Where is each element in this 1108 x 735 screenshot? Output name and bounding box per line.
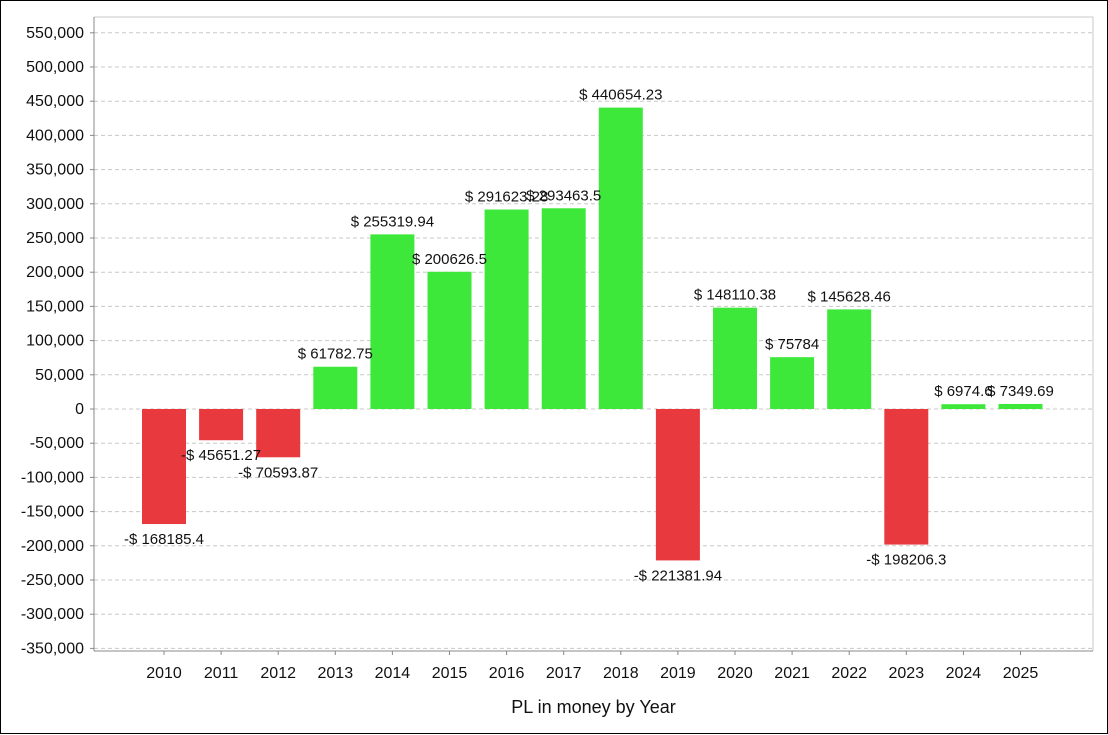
bar-2015	[427, 271, 472, 409]
x-tick-label-2022: 2022	[831, 665, 867, 682]
y-tick-label: 350,000	[26, 162, 84, 179]
y-axis-ticks: -350,000 -300,000 -250,000 -200,000 -150,000…	[21, 25, 94, 657]
x-tick-label-2010: 2010	[146, 665, 182, 682]
data-label-2011: -$ 45651.27	[181, 447, 261, 464]
x-tick-label-2018: 2018	[603, 665, 639, 682]
gridlines	[94, 16, 1094, 651]
data-labels: -$ 168185.4 -$ 45651.27-$ 70593.87 $ 61782…	[124, 87, 1054, 585]
data-label-2014: $ 255319.94	[351, 213, 434, 230]
y-tick-label: 100,000	[26, 333, 84, 350]
y-tick-label: 450,000	[26, 93, 84, 110]
data-label-2010: -$ 168185.4	[124, 531, 204, 548]
x-axis-title: PL in money by Year	[511, 697, 675, 717]
bars	[142, 107, 1043, 561]
x-tick-label-2016: 2016	[489, 665, 525, 682]
data-label-2023: -$ 198206.3	[866, 552, 946, 569]
bar-2011	[199, 409, 244, 441]
bar-2023	[884, 409, 929, 545]
data-label-2020: $ 148110.38	[694, 287, 776, 304]
bar-2021	[770, 357, 815, 409]
data-label-2022: $ 145628.46	[807, 288, 890, 305]
bar-2022	[827, 309, 872, 409]
y-tick-label: 200,000	[26, 264, 84, 281]
bar-2025	[998, 403, 1043, 409]
y-tick-label: 150,000	[26, 298, 84, 315]
y-tick-label: -300,000	[21, 606, 84, 623]
data-label-2015: $ 200626.5	[412, 251, 487, 268]
x-tick-label-2024: 2024	[946, 665, 982, 682]
bar-2010	[142, 409, 186, 525]
bar-2024	[941, 404, 986, 409]
y-tick-label: -200,000	[21, 538, 84, 555]
y-tick-label: -50,000	[30, 435, 84, 452]
x-tick-label-2014: 2014	[375, 665, 411, 682]
y-tick-label: 250,000	[26, 230, 84, 247]
data-label-2021: $ 75784	[765, 336, 819, 353]
y-tick-label: 500,000	[26, 59, 84, 76]
data-label-2012: -$ 70593.87	[238, 464, 318, 481]
data-label-2016: $ 291623.28	[465, 189, 548, 206]
data-label-2018: $ 440654.23	[579, 87, 662, 104]
y-tick-label: -150,000	[21, 504, 84, 521]
y-tick-label: 550,000	[26, 25, 84, 42]
data-label-2025: $ 7349.69	[987, 383, 1054, 400]
y-tick-label: -100,000	[21, 469, 84, 486]
y-tick-label: -350,000	[21, 640, 84, 657]
bar-2017	[541, 208, 586, 409]
y-tick-label: 400,000	[26, 127, 84, 144]
data-label-2013: $ 61782.75	[298, 346, 373, 363]
bar-2020	[713, 307, 757, 409]
data-label-2024: $ 6974.6	[934, 383, 992, 400]
bar-2016	[484, 209, 529, 409]
x-tick-label-2013: 2013	[318, 665, 354, 682]
data-label-2019: -$ 221381.94	[634, 567, 722, 584]
x-tick-label-2025: 2025	[1003, 665, 1039, 682]
x-tick-label-2012: 2012	[260, 665, 296, 682]
x-tick-label-2017: 2017	[546, 665, 582, 682]
bar-2012	[256, 409, 301, 458]
x-tick-label-2020: 2020	[717, 665, 753, 682]
bar-2019	[655, 409, 700, 561]
y-tick-label: 0	[75, 401, 84, 418]
x-tick-label-2021: 2021	[774, 665, 810, 682]
y-tick-label: 50,000	[35, 367, 84, 384]
y-tick-label: -250,000	[21, 572, 84, 589]
x-tick-label-2019: 2019	[660, 665, 696, 682]
x-tick-label-2023: 2023	[889, 665, 925, 682]
x-tick-label-2015: 2015	[432, 665, 468, 682]
x-axis-ticks: 2010 2011 2012 2013 2014 2015 2016 2017 2018 2019…	[146, 651, 1038, 682]
y-tick-label: 300,000	[26, 196, 84, 213]
data-label-2017: $ 293463.5	[526, 187, 601, 204]
bar-2014	[370, 234, 415, 409]
x-tick-label-2011: 2011	[204, 665, 239, 682]
bar-2018	[598, 107, 643, 410]
bar-2013	[313, 366, 358, 409]
